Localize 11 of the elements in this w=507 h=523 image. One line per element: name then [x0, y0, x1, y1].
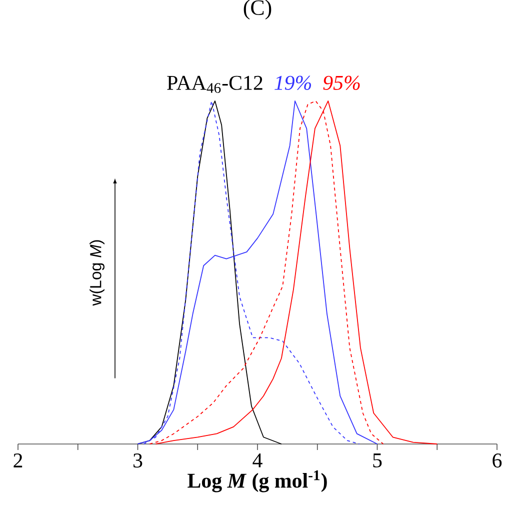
chart-title: (C) [244, 0, 272, 20]
x-tick-label: 3 [134, 454, 142, 468]
series-label: 19% [274, 76, 311, 90]
series-label: 95% [323, 76, 360, 90]
x-tick-label: 2 [14, 454, 22, 468]
x-tick-label: 6 [492, 454, 502, 468]
x-axis-title: Log M (g mol$^{-1}$) [188, 470, 327, 492]
x-tick-label: 4 [252, 454, 262, 468]
x-tick-label: 5 [373, 454, 382, 468]
y-axis-title: w(Log M) [90, 240, 104, 306]
series-label: PAA$_{46}$-C12 [167, 76, 262, 93]
